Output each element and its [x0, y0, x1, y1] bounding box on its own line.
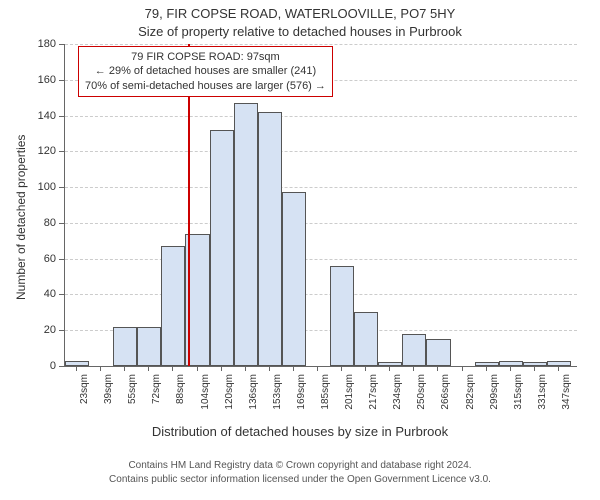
ytick-mark: [59, 259, 64, 260]
ytick-label: 0: [30, 360, 56, 372]
xtick-mark: [437, 366, 438, 371]
histogram-bar: [330, 266, 354, 366]
ytick-label: 180: [30, 38, 56, 50]
xtick-label: 39sqm: [103, 374, 114, 424]
gridline: [65, 223, 577, 224]
xtick-mark: [413, 366, 414, 371]
xtick-mark: [534, 366, 535, 371]
gridline: [65, 187, 577, 188]
xtick-label: 136sqm: [248, 374, 259, 424]
ytick-mark: [59, 366, 64, 367]
xtick-label: 331sqm: [537, 374, 548, 424]
ytick-label: 60: [30, 253, 56, 265]
annotation-line-2: ← 29% of detached houses are smaller (24…: [85, 64, 326, 78]
xtick-mark: [269, 366, 270, 371]
xtick-mark: [486, 366, 487, 371]
xtick-label: 266sqm: [440, 374, 451, 424]
xtick-label: 282sqm: [465, 374, 476, 424]
xtick-mark: [100, 366, 101, 371]
ytick-mark: [59, 294, 64, 295]
histogram-bar: [161, 246, 185, 366]
xtick-label: 250sqm: [416, 374, 427, 424]
histogram-bar: [547, 361, 571, 366]
xtick-mark: [293, 366, 294, 371]
histogram-bar: [378, 362, 402, 366]
ytick-mark: [59, 151, 64, 152]
ytick-label: 100: [30, 181, 56, 193]
xtick-mark: [341, 366, 342, 371]
histogram-bar: [210, 130, 234, 366]
x-axis-label: Distribution of detached houses by size …: [0, 424, 600, 439]
xtick-label: 299sqm: [489, 374, 500, 424]
xtick-mark: [76, 366, 77, 371]
histogram-bar: [354, 312, 378, 366]
xtick-mark: [510, 366, 511, 371]
ytick-mark: [59, 116, 64, 117]
ytick-mark: [59, 80, 64, 81]
ytick-mark: [59, 44, 64, 45]
histogram-bar: [426, 339, 450, 366]
ytick-mark: [59, 330, 64, 331]
ytick-label: 140: [30, 110, 56, 122]
xtick-mark: [389, 366, 390, 371]
ytick-label: 80: [30, 217, 56, 229]
xtick-label: 55sqm: [127, 374, 138, 424]
ytick-label: 40: [30, 288, 56, 300]
gridline: [65, 294, 577, 295]
xtick-mark: [221, 366, 222, 371]
xtick-label: 120sqm: [224, 374, 235, 424]
annotation-line-3: 70% of semi-detached houses are larger (…: [85, 79, 326, 93]
ytick-label: 160: [30, 74, 56, 86]
histogram-bar: [523, 362, 547, 366]
histogram-bar: [402, 334, 426, 366]
ytick-mark: [59, 223, 64, 224]
xtick-mark: [365, 366, 366, 371]
xtick-mark: [124, 366, 125, 371]
xtick-label: 23sqm: [79, 374, 90, 424]
gridline: [65, 116, 577, 117]
gridline: [65, 259, 577, 260]
xtick-label: 217sqm: [368, 374, 379, 424]
xtick-mark: [317, 366, 318, 371]
histogram-bar: [499, 361, 523, 366]
xtick-label: 72sqm: [151, 374, 162, 424]
histogram-bar: [137, 327, 161, 366]
histogram-bar: [65, 361, 89, 366]
chart-title: 79, FIR COPSE ROAD, WATERLOOVILLE, PO7 5…: [0, 6, 600, 21]
histogram-bar: [258, 112, 282, 366]
histogram-bar: [282, 192, 306, 366]
xtick-mark: [172, 366, 173, 371]
annotation-box: 79 FIR COPSE ROAD: 97sqm← 29% of detache…: [78, 46, 333, 97]
gridline: [65, 44, 577, 45]
histogram-bar: [475, 362, 499, 366]
xtick-mark: [558, 366, 559, 371]
xtick-label: 315sqm: [513, 374, 524, 424]
chart-subtitle: Size of property relative to detached ho…: [0, 24, 600, 39]
ytick-label: 20: [30, 324, 56, 336]
footer-copyright: Contains HM Land Registry data © Crown c…: [0, 460, 600, 471]
y-axis-label: Number of detached properties: [14, 135, 28, 300]
ytick-label: 120: [30, 145, 56, 157]
xtick-label: 104sqm: [200, 374, 211, 424]
xtick-mark: [462, 366, 463, 371]
xtick-label: 153sqm: [272, 374, 283, 424]
xtick-mark: [245, 366, 246, 371]
gridline: [65, 151, 577, 152]
xtick-label: 185sqm: [320, 374, 331, 424]
xtick-mark: [197, 366, 198, 371]
histogram-bar: [113, 327, 137, 366]
xtick-label: 88sqm: [175, 374, 186, 424]
footer-licence: Contains public sector information licen…: [0, 474, 600, 485]
annotation-line-1: 79 FIR COPSE ROAD: 97sqm: [85, 50, 326, 64]
xtick-label: 169sqm: [296, 374, 307, 424]
xtick-label: 234sqm: [392, 374, 403, 424]
ytick-mark: [59, 187, 64, 188]
xtick-label: 347sqm: [561, 374, 572, 424]
xtick-label: 201sqm: [344, 374, 355, 424]
histogram-bar: [234, 103, 258, 366]
xtick-mark: [148, 366, 149, 371]
